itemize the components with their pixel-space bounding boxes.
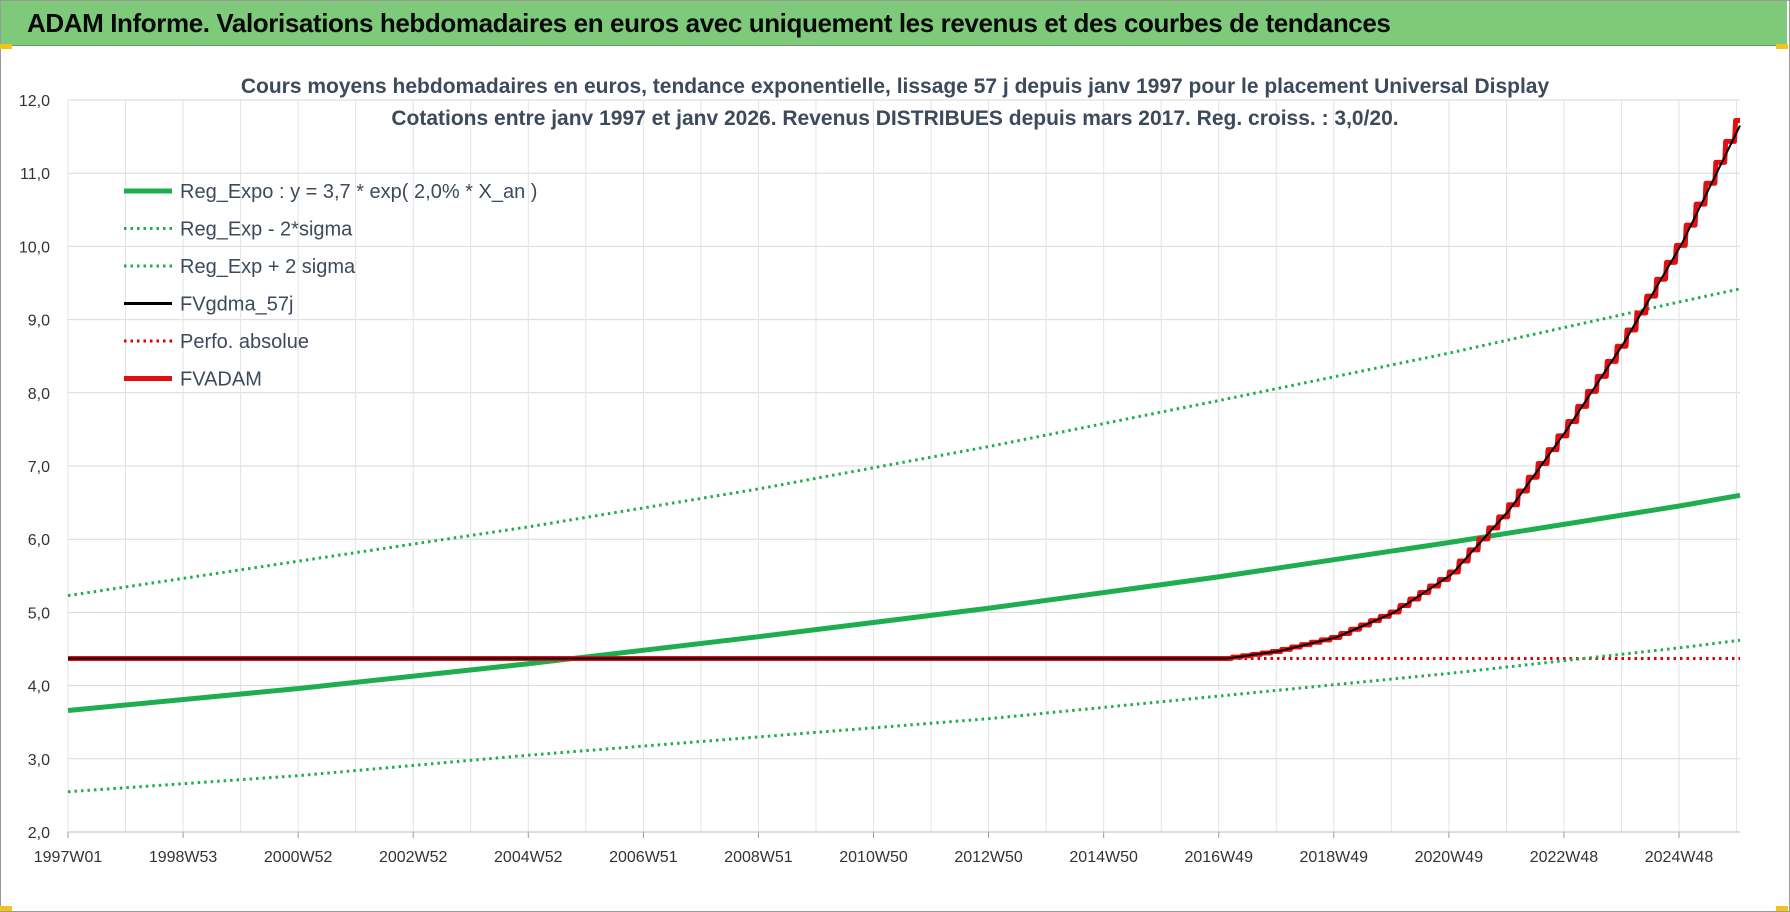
legend-label: Reg_Expo : y = 3,7 * exp( 2,0% * X_an ) <box>180 181 537 203</box>
corner-mark <box>0 44 12 49</box>
chart-title-line-1: Cours moyens hebdomadaires en euros, ten… <box>241 75 1550 98</box>
corner-mark <box>1776 44 1788 49</box>
legend-label: Perfo. absolue <box>180 331 309 353</box>
x-tick-label: 2008W51 <box>724 849 793 866</box>
x-tick-label: 2014W50 <box>1069 849 1138 866</box>
corner-mark <box>1776 906 1788 911</box>
legend: Reg_Expo : y = 3,7 * exp( 2,0% * X_an ) R… <box>124 181 537 391</box>
y-tick-label: 10,0 <box>19 239 50 256</box>
x-tick-label: 2018W49 <box>1300 849 1369 866</box>
x-axis: 1997W01 1998W53 2000W52 2002W52 2004W52 2006W… <box>34 831 1740 866</box>
legend-label: Reg_Exp - 2*sigma <box>180 219 353 241</box>
page-title: ADAM Informe. Valorisations hebdomadaire… <box>27 8 1391 38</box>
x-tick-label: 2016W49 <box>1184 849 1253 866</box>
y-tick-label: 7,0 <box>28 459 50 476</box>
series-line <box>68 125 1741 660</box>
legend-label: FVADAM <box>180 369 262 391</box>
x-tick-label: 2012W50 <box>954 849 1023 866</box>
y-tick-label: 5,0 <box>28 605 50 622</box>
x-tick-label: 1997W01 <box>34 849 103 866</box>
x-tick-label: 2010W50 <box>839 849 908 866</box>
x-tick-label: 2022W48 <box>1530 849 1599 866</box>
y-tick-label: 6,0 <box>28 532 50 549</box>
legend-label: FVgdma_57j <box>180 294 293 316</box>
x-tick-label: 1998W53 <box>149 849 218 866</box>
y-tick-label: 12,0 <box>19 93 50 110</box>
series-line <box>67 287 1741 598</box>
y-axis: 12,0 11,0 10,0 9,0 8,0 7,0 6,0 5,0 4,0 3,0 2,0 <box>19 93 50 842</box>
legend-label: Reg_Exp + 2 sigma <box>180 256 356 278</box>
y-tick-label: 9,0 <box>28 313 50 330</box>
series-line <box>67 492 1741 713</box>
y-tick-label: 2,0 <box>28 825 50 842</box>
y-tick-label: 4,0 <box>28 679 50 696</box>
x-tick-label: 2004W52 <box>494 849 563 866</box>
corner-mark <box>0 906 12 911</box>
y-tick-label: 3,0 <box>28 752 50 769</box>
x-tick-label: 2000W52 <box>264 849 333 866</box>
x-tick-label: 2006W51 <box>609 849 678 866</box>
y-tick-label: 11,0 <box>20 166 50 183</box>
x-tick-label: 2020W49 <box>1415 849 1484 866</box>
x-tick-label: 2024W48 <box>1645 849 1714 866</box>
series-line <box>67 638 1741 794</box>
grid <box>67 99 1740 833</box>
y-tick-label: 8,0 <box>28 386 50 403</box>
x-tick-label: 2002W52 <box>379 849 448 866</box>
series-lines <box>67 117 1741 794</box>
header-bar: ADAM Informe. Valorisations hebdomadaire… <box>1 1 1787 46</box>
chart-title-line-2: Cotations entre janv 1997 et janv 2026. … <box>391 107 1398 130</box>
